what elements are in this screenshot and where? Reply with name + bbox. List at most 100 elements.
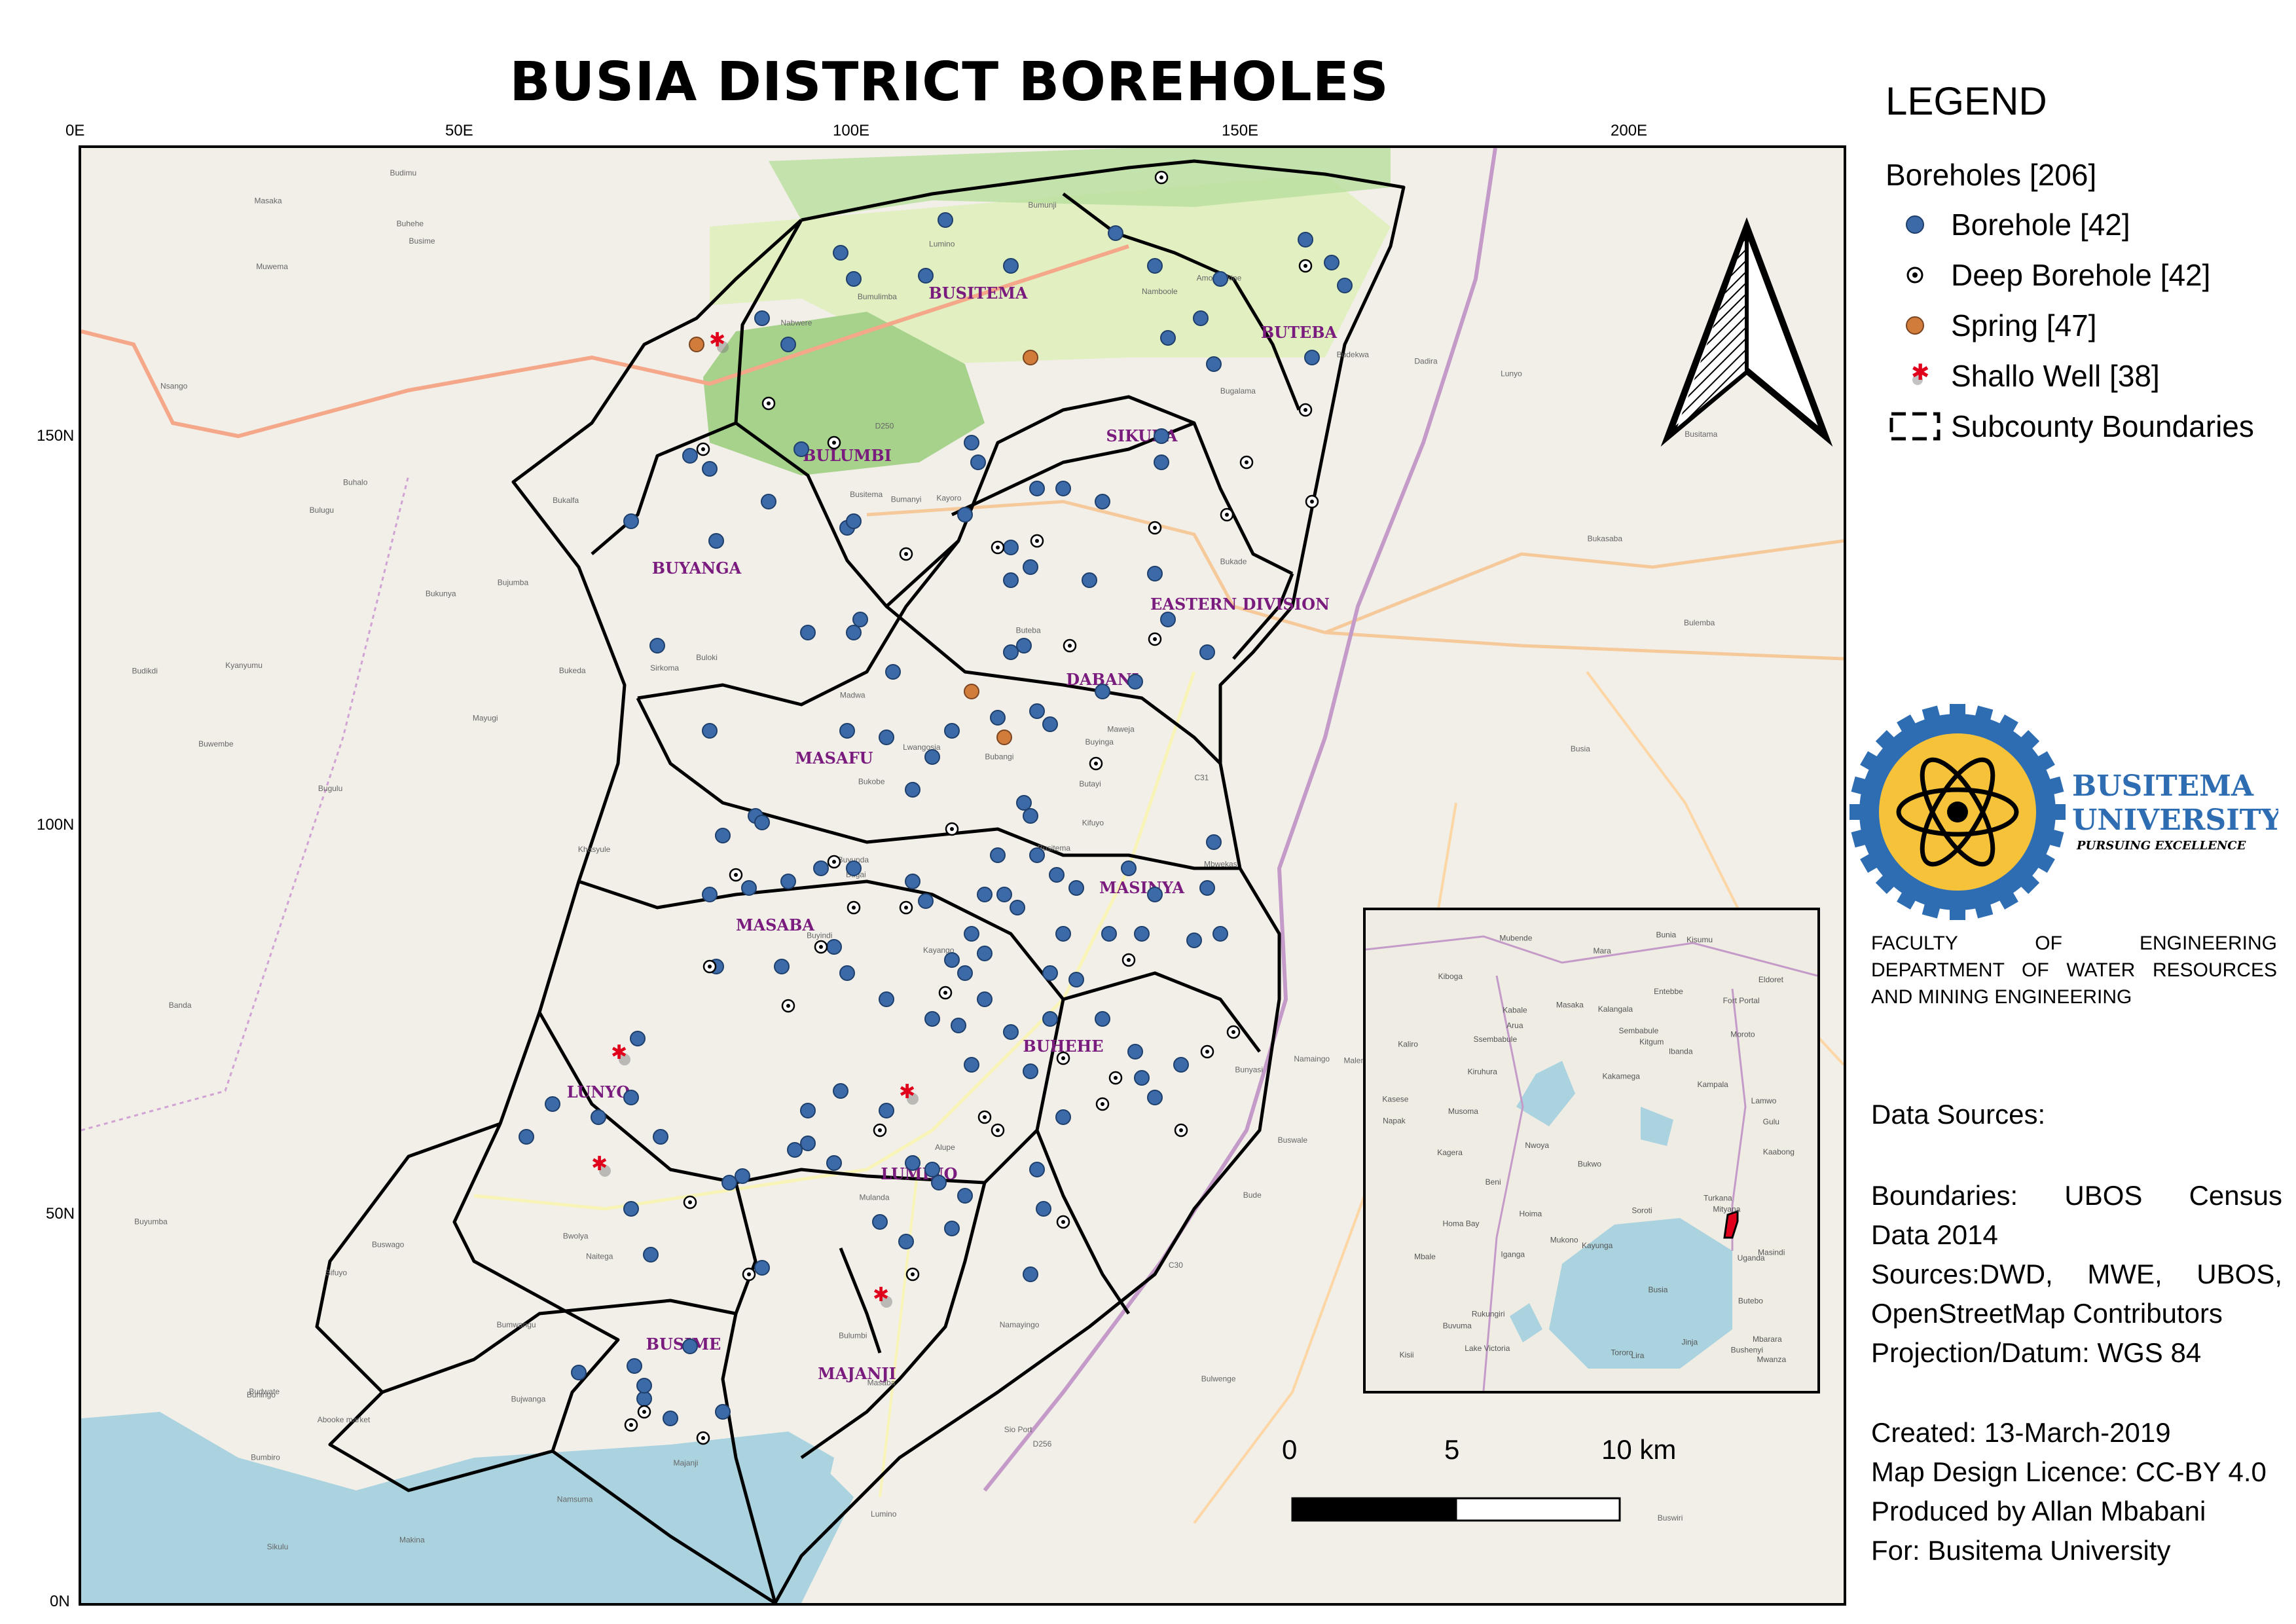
borehole-point[interactable] [1042, 716, 1058, 732]
borehole-point[interactable] [1173, 1057, 1189, 1073]
deep-borehole-point[interactable] [683, 1195, 697, 1209]
borehole-point[interactable] [957, 1188, 973, 1204]
borehole-point[interactable] [1003, 258, 1019, 274]
deep-borehole-point[interactable] [991, 540, 1005, 555]
borehole-point[interactable] [643, 1247, 659, 1263]
borehole-point[interactable] [1003, 1024, 1019, 1040]
borehole-point[interactable] [1101, 926, 1117, 942]
borehole-point[interactable] [1304, 350, 1320, 365]
borehole-point[interactable] [1298, 232, 1313, 248]
borehole-point[interactable] [1147, 1090, 1163, 1105]
borehole-point[interactable] [1121, 860, 1137, 876]
borehole-point[interactable] [780, 337, 796, 352]
deep-borehole-point[interactable] [1063, 638, 1077, 653]
borehole-point[interactable] [754, 310, 770, 326]
deep-borehole-point[interactable] [1148, 521, 1162, 535]
shallow-well-point[interactable]: ✱ [611, 1041, 630, 1065]
borehole-point[interactable] [826, 939, 842, 955]
deep-borehole-point[interactable] [761, 396, 776, 411]
borehole-point[interactable] [918, 893, 934, 909]
borehole-point[interactable] [754, 815, 770, 830]
borehole-point[interactable] [846, 625, 862, 640]
deep-borehole-point[interactable] [729, 868, 743, 882]
borehole-point[interactable] [1029, 847, 1045, 863]
borehole-point[interactable] [957, 965, 973, 981]
deep-borehole-point[interactable] [873, 1123, 887, 1137]
deep-borehole-point[interactable] [696, 442, 710, 456]
borehole-point[interactable] [1010, 900, 1025, 915]
borehole-points[interactable]: ✱ ✱ ✱ ✱ ✱ [519, 170, 1353, 1445]
borehole-point[interactable] [1023, 1063, 1038, 1079]
borehole-point[interactable] [721, 1175, 737, 1190]
deep-borehole-point[interactable] [781, 999, 795, 1013]
borehole-point[interactable] [964, 435, 979, 451]
deep-borehole-point[interactable] [637, 1405, 651, 1419]
borehole-point[interactable] [780, 874, 796, 889]
borehole-point[interactable] [879, 729, 894, 745]
borehole-point[interactable] [1147, 258, 1163, 274]
deep-borehole-point[interactable] [1121, 953, 1136, 967]
borehole-point[interactable] [826, 1155, 842, 1171]
borehole-point[interactable] [977, 991, 993, 1007]
borehole-point[interactable] [774, 959, 790, 974]
borehole-point[interactable] [1003, 540, 1019, 555]
borehole-point[interactable] [1160, 612, 1176, 627]
borehole-point[interactable] [1023, 1266, 1038, 1282]
borehole-point[interactable] [1049, 867, 1065, 883]
shallow-well-point[interactable]: ✱ [709, 329, 729, 353]
borehole-point[interactable] [741, 880, 757, 896]
spring-point[interactable] [964, 684, 979, 699]
borehole-point[interactable] [715, 1404, 731, 1420]
deep-borehole-point[interactable] [938, 986, 953, 1000]
borehole-point[interactable] [1127, 1044, 1143, 1060]
borehole-point[interactable] [1029, 703, 1045, 719]
borehole-point[interactable] [630, 1031, 646, 1046]
deep-borehole-point[interactable] [1174, 1123, 1188, 1137]
borehole-point[interactable] [800, 625, 816, 640]
deep-borehole-point[interactable] [899, 547, 913, 561]
deep-borehole-point[interactable] [1030, 534, 1044, 548]
main-map[interactable]: BUSITEMA BUTEBA BULUMBI SIKUDA BUYANGA EASTER… [79, 145, 1846, 1606]
deep-borehole-point[interactable] [945, 822, 959, 836]
deep-borehole-point[interactable] [1154, 170, 1169, 185]
borehole-point[interactable] [1016, 638, 1032, 654]
borehole-point[interactable] [636, 1391, 652, 1407]
borehole-point[interactable] [682, 1338, 698, 1354]
deep-borehole-point[interactable] [1298, 403, 1313, 417]
borehole-point[interactable] [846, 271, 862, 287]
borehole-point[interactable] [1160, 330, 1176, 346]
borehole-point[interactable] [761, 494, 776, 509]
borehole-point[interactable] [649, 638, 665, 654]
borehole-point[interactable] [1147, 566, 1163, 581]
borehole-point[interactable] [702, 723, 718, 739]
deep-borehole-point[interactable] [742, 1267, 756, 1282]
borehole-point[interactable] [1003, 644, 1019, 660]
borehole-point[interactable] [1068, 880, 1084, 896]
borehole-point[interactable] [1199, 644, 1215, 660]
borehole-point[interactable] [1154, 454, 1169, 470]
deep-borehole-point[interactable] [1220, 507, 1234, 522]
borehole-point[interactable] [627, 1358, 642, 1374]
borehole-point[interactable] [1029, 1162, 1045, 1177]
deep-borehole-point[interactable] [905, 1267, 920, 1282]
borehole-point[interactable] [519, 1129, 534, 1145]
borehole-point[interactable] [996, 887, 1012, 902]
borehole-point[interactable] [1003, 572, 1019, 588]
deep-borehole-point[interactable] [899, 900, 913, 915]
borehole-point[interactable] [924, 1162, 940, 1177]
borehole-point[interactable] [944, 952, 960, 968]
deep-borehole-point[interactable] [1095, 1097, 1110, 1111]
borehole-point[interactable] [905, 1155, 920, 1171]
deep-borehole-point[interactable] [827, 435, 841, 450]
borehole-point[interactable] [623, 1201, 639, 1217]
borehole-point[interactable] [839, 723, 855, 739]
deep-borehole-point[interactable] [696, 1431, 710, 1445]
borehole-point[interactable] [944, 723, 960, 739]
borehole-point[interactable] [1212, 271, 1228, 287]
borehole-point[interactable] [1212, 926, 1228, 942]
borehole-point[interactable] [970, 454, 986, 470]
borehole-point[interactable] [944, 1221, 960, 1236]
borehole-point[interactable] [1154, 428, 1169, 444]
borehole-point[interactable] [591, 1109, 606, 1125]
deep-borehole-point[interactable] [827, 855, 841, 869]
